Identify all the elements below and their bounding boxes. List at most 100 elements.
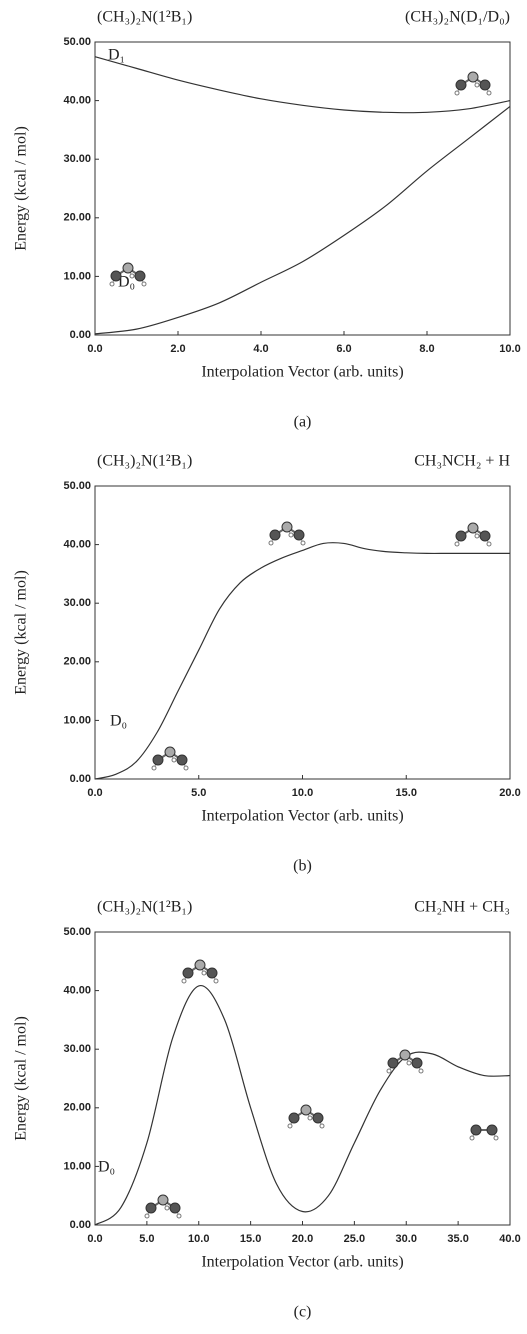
- series-label: D₁: [108, 47, 125, 64]
- hydrogen: [141, 281, 147, 287]
- molecule-icon: [469, 1124, 499, 1141]
- y-tick-label: 10.00: [63, 1160, 91, 1172]
- molecule-icon: [287, 1104, 325, 1129]
- y-tick-label: 40.00: [63, 95, 91, 107]
- atom: [467, 71, 479, 83]
- plot-frame: [94, 931, 511, 1226]
- hydrogen: [319, 1123, 325, 1129]
- atom: [455, 530, 467, 542]
- atom: [470, 1124, 482, 1136]
- atom: [157, 1194, 169, 1206]
- annotation: (CH₃)₂N(D₁/D₀): [405, 9, 510, 26]
- hydrogen: [183, 765, 189, 771]
- hydrogen: [109, 281, 115, 287]
- atom: [206, 967, 218, 979]
- hydrogen: [307, 1115, 313, 1121]
- molecule-icon: [109, 262, 147, 287]
- atom: [134, 270, 146, 282]
- y-tick-label: 0.00: [70, 1219, 91, 1231]
- y-tick-label: 20.00: [63, 656, 91, 668]
- molecule-icon: [181, 959, 219, 984]
- atom: [288, 1112, 300, 1124]
- hydrogen: [144, 1213, 150, 1219]
- line-series: [94, 542, 510, 780]
- hydrogen: [151, 765, 157, 771]
- atom: [169, 1202, 181, 1214]
- plot-frame: [94, 485, 511, 780]
- x-tick-label: 5.0: [139, 1233, 154, 1245]
- hydrogen: [300, 540, 306, 546]
- hydrogen: [418, 1068, 424, 1074]
- y-tick-label: 50.00: [63, 926, 91, 938]
- x-tick-label: 40.0: [499, 1233, 520, 1245]
- atom: [387, 1057, 399, 1069]
- atom: [194, 959, 206, 971]
- y-tick-label: 0.00: [70, 773, 91, 785]
- y-tick-label: 50.00: [63, 36, 91, 48]
- hydrogen: [474, 533, 480, 539]
- atom: [312, 1112, 324, 1124]
- y-tick-label: 30.00: [63, 597, 91, 609]
- x-tick-label: 20.0: [292, 1233, 313, 1245]
- y-tick-label: 30.00: [63, 153, 91, 165]
- x-tick-label: 5.0: [191, 787, 206, 799]
- x-tick-label: 0.0: [87, 1233, 102, 1245]
- line-series: [94, 105, 511, 335]
- molecule-icon: [386, 1049, 424, 1074]
- molecule-icon: [268, 521, 306, 546]
- molecule-icon: [454, 522, 492, 547]
- atom: [182, 967, 194, 979]
- hydrogen: [288, 532, 294, 538]
- x-axis-label: Interpolation Vector (arb. units): [201, 364, 403, 381]
- series-label: D₀: [98, 1159, 115, 1176]
- atom: [152, 754, 164, 766]
- atom: [411, 1057, 423, 1069]
- caption: (a): [294, 414, 312, 431]
- y-axis-label: Energy (kcal / mol): [13, 126, 30, 251]
- x-tick-label: 15.0: [396, 787, 417, 799]
- x-tick-label: 2.0: [170, 343, 185, 355]
- hydrogen: [201, 970, 207, 976]
- y-tick-label: 0.00: [70, 329, 91, 341]
- annotation: (CH₃)₂N(1²B₁): [97, 453, 192, 470]
- hydrogen: [454, 90, 460, 96]
- x-tick-label: 20.0: [499, 787, 520, 799]
- y-axis-label: Energy (kcal / mol): [13, 1016, 30, 1141]
- x-tick-label: 10.0: [188, 1233, 209, 1245]
- line-series: [94, 56, 511, 114]
- x-tick-label: 10.0: [499, 343, 520, 355]
- hydrogen: [406, 1060, 412, 1066]
- x-tick-label: 4.0: [253, 343, 268, 355]
- molecule-icon: [144, 1194, 182, 1219]
- atom: [479, 530, 491, 542]
- x-tick-label: 0.0: [87, 787, 102, 799]
- y-tick-label: 10.00: [63, 714, 91, 726]
- series-label: D₀: [110, 713, 127, 730]
- x-tick-label: 0.0: [87, 343, 102, 355]
- caption: (c): [294, 1304, 312, 1321]
- y-tick-label: 40.00: [63, 539, 91, 551]
- hydrogen: [213, 978, 219, 984]
- annotation: CH₂NH + CH₃: [414, 899, 510, 916]
- plot-frame: [94, 41, 511, 336]
- y-tick-label: 50.00: [63, 480, 91, 492]
- hydrogen: [171, 757, 177, 763]
- x-tick-label: 35.0: [447, 1233, 468, 1245]
- hydrogen: [486, 90, 492, 96]
- x-tick-label: 6.0: [336, 343, 351, 355]
- hydrogen: [268, 540, 274, 546]
- molecule-icon: [454, 71, 492, 96]
- x-tick-label: 15.0: [240, 1233, 261, 1245]
- y-axis-label: Energy (kcal / mol): [13, 570, 30, 695]
- line-series: [94, 985, 511, 1226]
- hydrogen: [176, 1213, 182, 1219]
- annotation: (CH₃)₂N(1²B₁): [97, 9, 192, 26]
- atom: [399, 1049, 411, 1061]
- caption: (b): [293, 858, 312, 875]
- y-tick-label: 10.00: [63, 270, 91, 282]
- x-axis-label: Interpolation Vector (arb. units): [201, 1254, 403, 1271]
- atom: [145, 1202, 157, 1214]
- atom: [281, 521, 293, 533]
